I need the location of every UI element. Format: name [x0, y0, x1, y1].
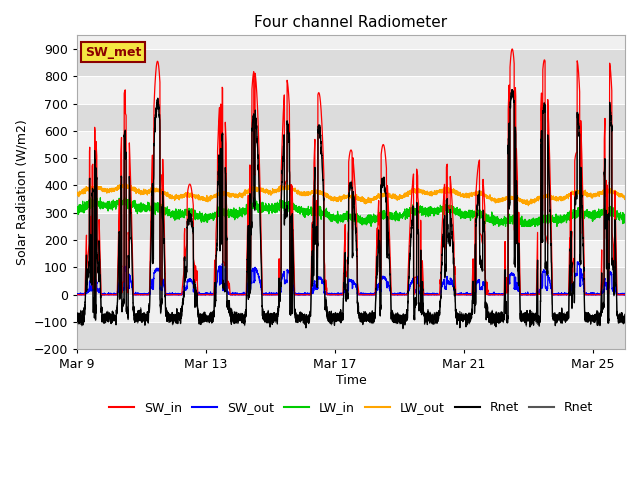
- Bar: [77, 131, 625, 158]
- Bar: [77, 76, 625, 104]
- Title: Four channel Radiometer: Four channel Radiometer: [255, 15, 447, 30]
- Text: SW_met: SW_met: [85, 46, 141, 59]
- Bar: [77, 213, 625, 240]
- Bar: [77, 267, 625, 295]
- Legend: SW_in, SW_out, LW_in, LW_out, Rnet, Rnet: SW_in, SW_out, LW_in, LW_out, Rnet, Rnet: [104, 396, 598, 420]
- Bar: [77, 185, 625, 213]
- Bar: [77, 158, 625, 185]
- Bar: [77, 240, 625, 267]
- Bar: [77, 295, 625, 322]
- Bar: [77, 322, 625, 349]
- Bar: [77, 104, 625, 131]
- X-axis label: Time: Time: [335, 374, 366, 387]
- Bar: [77, 49, 625, 76]
- Y-axis label: Solar Radiation (W/m2): Solar Radiation (W/m2): [15, 120, 28, 265]
